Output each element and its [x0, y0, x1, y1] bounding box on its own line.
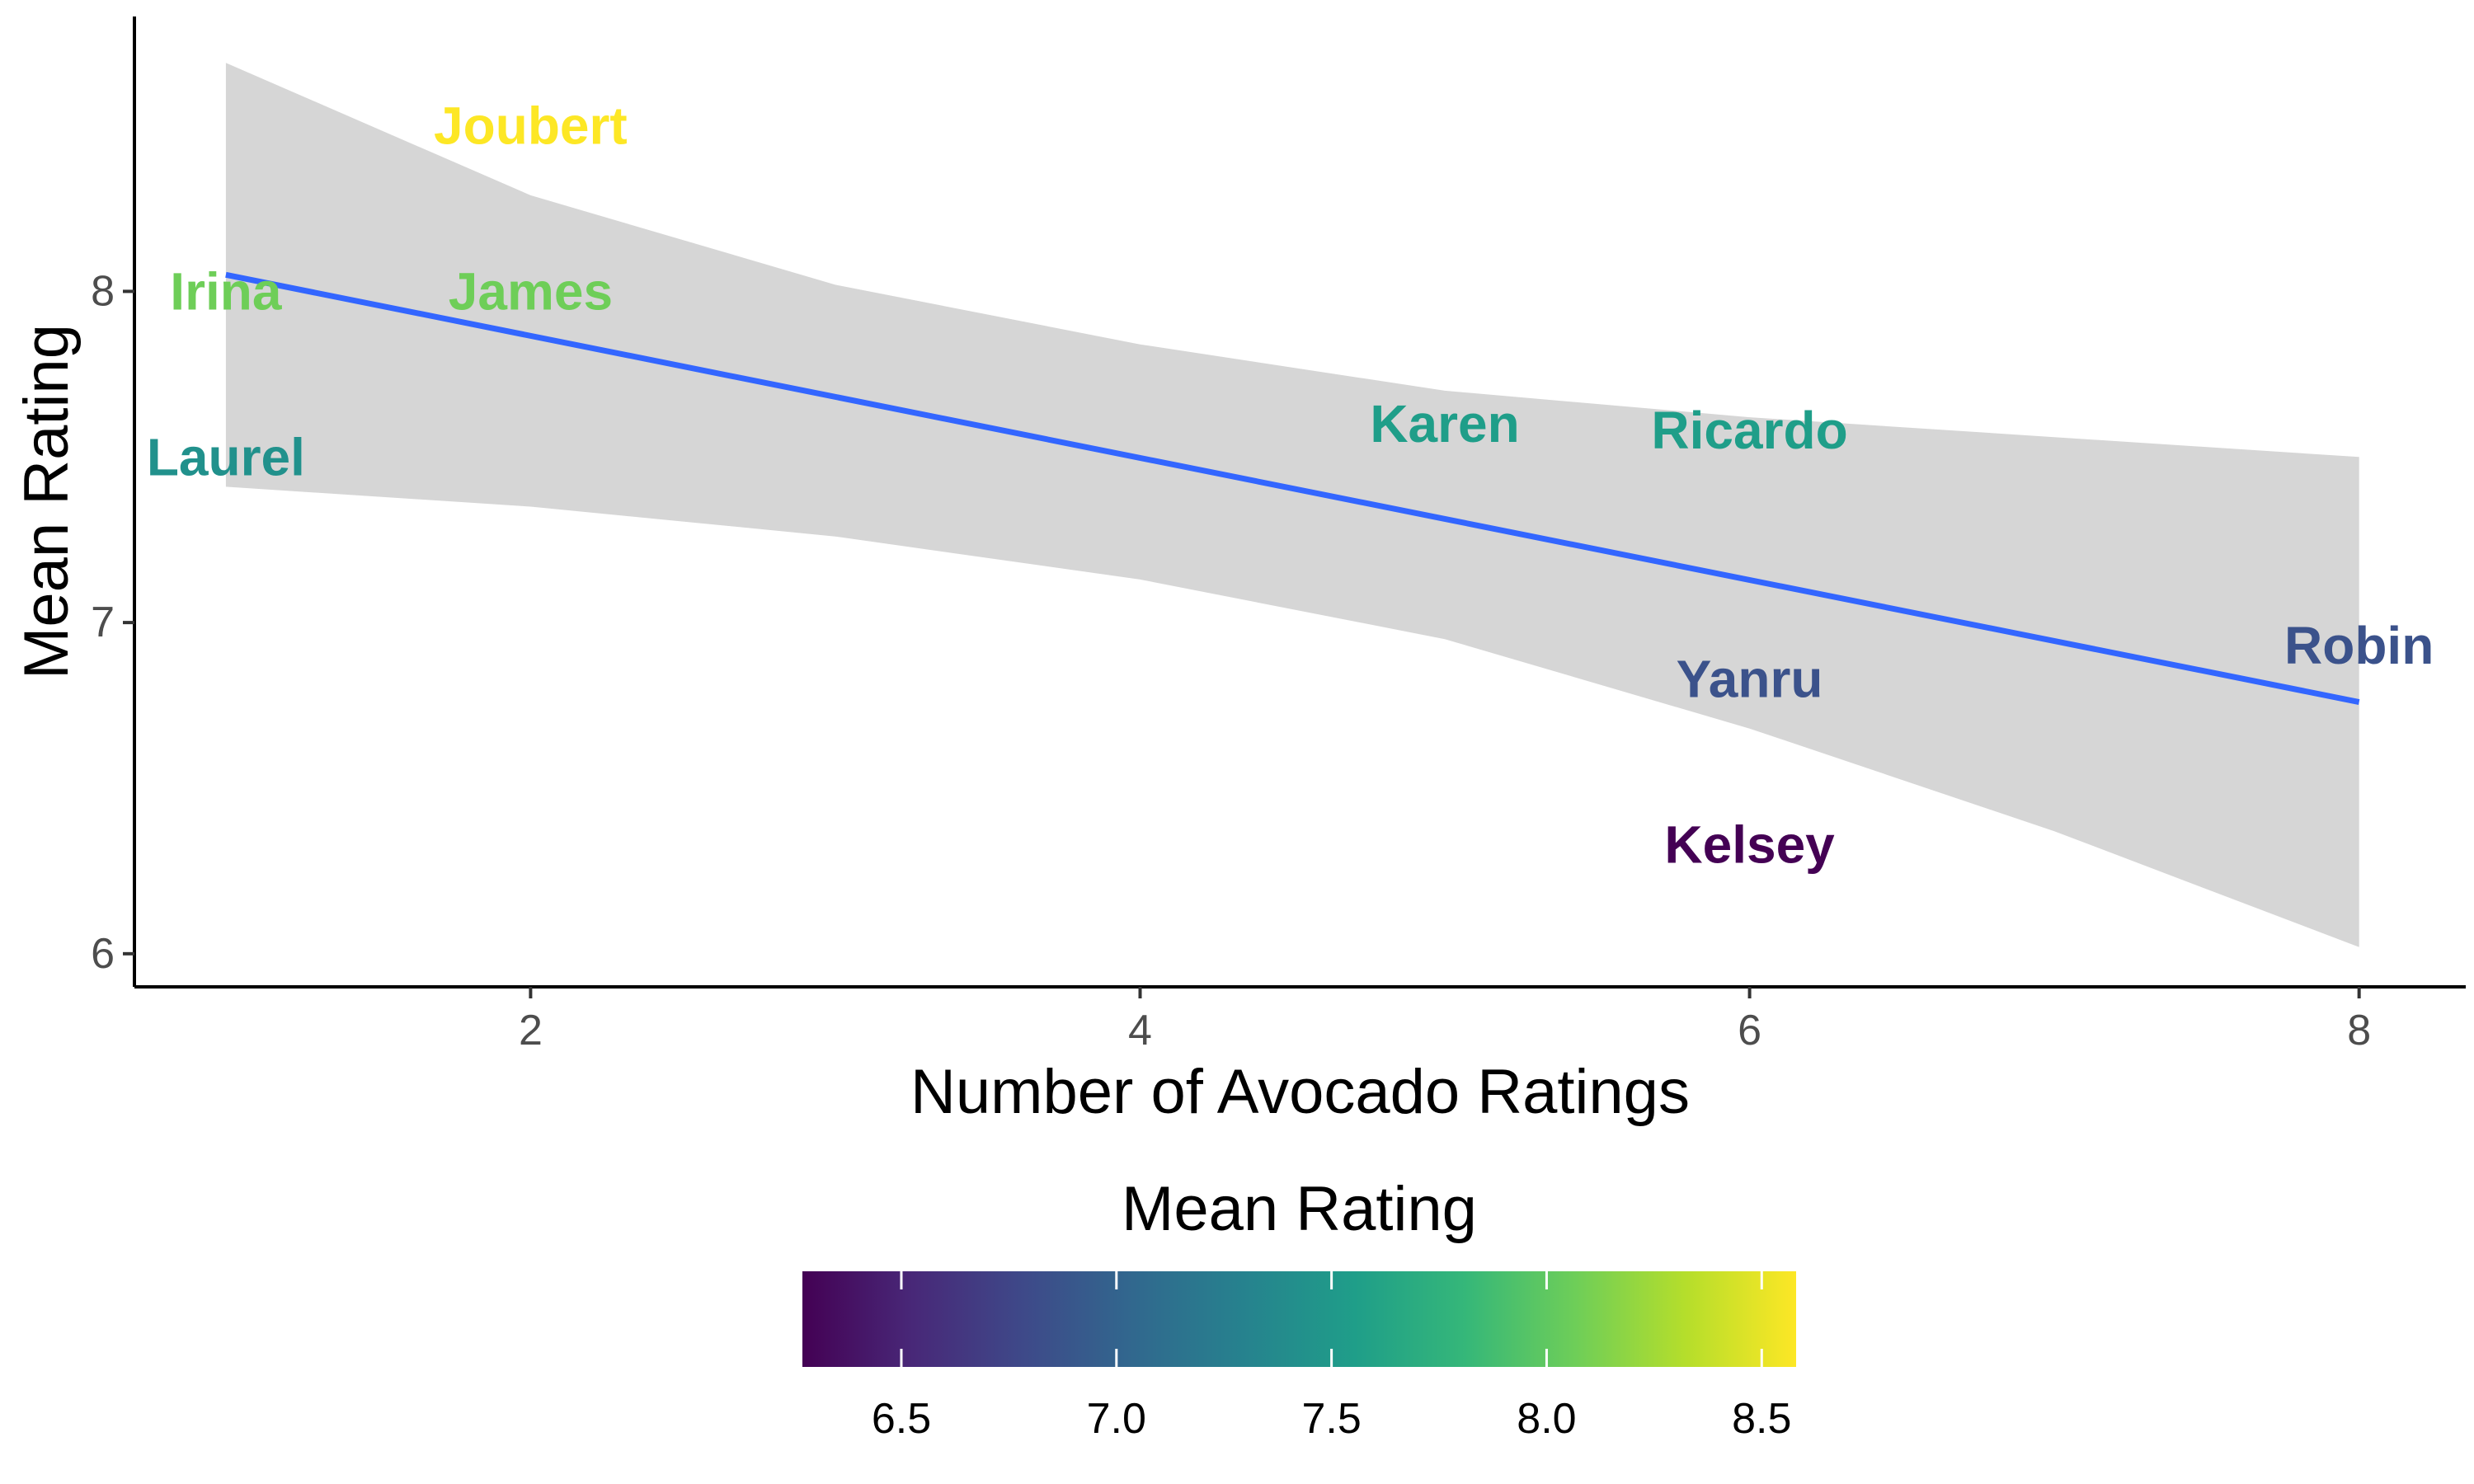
legend-ticks: 6.5 7.0 7.5 8.0 8.5 [872, 1271, 1791, 1443]
point-label-robin: Robin [2284, 616, 2434, 675]
point-label-karen: Karen [1370, 394, 1519, 453]
x-axis-ticks: 2 4 6 8 [519, 987, 2371, 1054]
legend-colorbar [802, 1271, 1796, 1367]
x-tick-label: 2 [519, 1007, 543, 1054]
point-label-laurel: Laurel [147, 427, 305, 486]
axes [133, 16, 2466, 989]
point-label-yanru: Yanru [1677, 649, 1823, 708]
legend-tick-label: 7.0 [1087, 1395, 1146, 1443]
y-tick-label: 6 [91, 930, 115, 978]
point-label-james: James [449, 261, 613, 321]
y-tick-label: 7 [91, 599, 115, 646]
x-tick-label: 4 [1128, 1007, 1152, 1054]
point-label-joubert: Joubert [434, 96, 628, 156]
point-labels-layer: Joubert Irina James Laurel Karen Ricardo Robin… [147, 96, 2434, 875]
legend-tick-label: 8.5 [1732, 1395, 1791, 1443]
confidence-band [225, 63, 2359, 947]
trend-line [225, 271, 2360, 705]
point-label-irina: Irina [170, 261, 282, 321]
legend-tick-label: 7.5 [1301, 1395, 1361, 1443]
y-axis-title: Mean Rating [12, 324, 82, 679]
legend-title: Mean Rating [1122, 1174, 1477, 1244]
color-legend: Mean Rating 6.5 7.0 7.5 8.0 8.5 [802, 1174, 1796, 1443]
x-tick-label: 6 [1738, 1007, 1761, 1054]
legend-tick-label: 8.0 [1517, 1395, 1576, 1443]
point-label-ricardo: Ricardo [1651, 401, 1847, 460]
y-tick-label: 8 [91, 267, 115, 315]
y-axis-ticks: 6 7 8 [91, 267, 134, 978]
confidence-band-layer [225, 63, 2359, 947]
x-tick-label: 8 [2347, 1007, 2371, 1054]
trend-line-layer [225, 271, 2360, 705]
x-axis-title: Number of Avocado Ratings [910, 1057, 1690, 1127]
legend-tick-label: 6.5 [872, 1395, 931, 1443]
point-label-kelsey: Kelsey [1664, 815, 1835, 874]
